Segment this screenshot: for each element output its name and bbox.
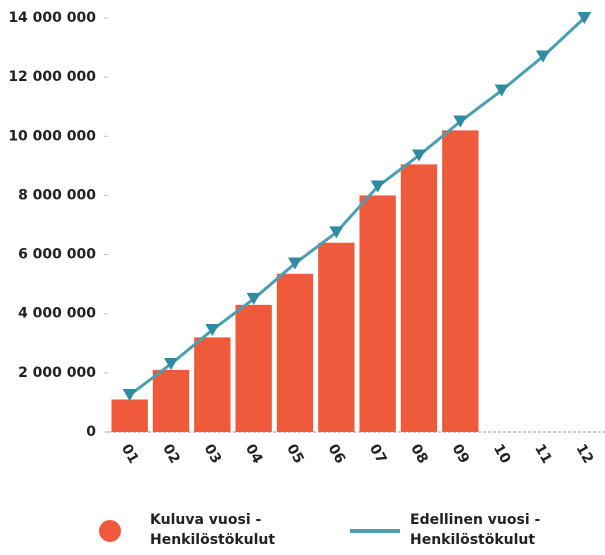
bar: [359, 195, 396, 432]
y-tick-label: 0: [86, 424, 96, 440]
y-tick-label: 4 000 000: [18, 306, 96, 322]
legend-marker: [99, 520, 121, 542]
legend-label: Edellinen vuosi - Henkilöstökulut: [410, 512, 541, 548]
line-marker: [205, 323, 220, 336]
x-tick-label: 11: [531, 442, 555, 467]
line-marker: [164, 357, 178, 370]
line-marker: [453, 115, 468, 128]
bar: [111, 399, 148, 432]
y-tick-label: 10 000 000: [8, 128, 96, 144]
y-tick-label: 2 000 000: [18, 365, 96, 381]
y-tick-label: 8 000 000: [18, 187, 96, 203]
bar: [400, 164, 438, 432]
bar: [235, 304, 272, 432]
x-tick-label: 03: [201, 442, 225, 467]
y-tick-label: 12 000 000: [8, 69, 96, 85]
line-marker: [412, 149, 426, 162]
x-tick-label: 09: [449, 442, 473, 467]
line-marker: [246, 292, 261, 305]
line-marker: [577, 12, 592, 24]
line-marker: [370, 180, 385, 193]
x-tick-label: 12: [573, 442, 597, 467]
line-marker: [122, 389, 137, 402]
y-tick-label: 14 000 000: [8, 10, 96, 26]
bar: [194, 337, 231, 432]
x-tick-label: 01: [118, 442, 142, 467]
bar: [152, 369, 190, 432]
legend-label: Kuluva vuosi - Henkilöstökulut: [150, 512, 276, 548]
line-marker: [329, 226, 344, 239]
y-tick-label: 6 000 000: [18, 247, 96, 263]
line-marker: [288, 257, 302, 270]
x-tick-label: 04: [242, 442, 266, 467]
line: [128, 16, 586, 397]
x-tick-label: 02: [159, 442, 183, 467]
line-marker: [536, 50, 550, 63]
x-tick-label: 08: [407, 442, 431, 467]
bar: [276, 273, 314, 432]
x-tick-label: 07: [366, 442, 390, 467]
line-marker: [494, 84, 509, 97]
bar: [318, 242, 355, 432]
bar: [442, 130, 479, 432]
x-tick-label: 05: [283, 442, 307, 467]
x-tick-label: 06: [325, 442, 349, 467]
x-tick-label: 10: [490, 442, 514, 467]
